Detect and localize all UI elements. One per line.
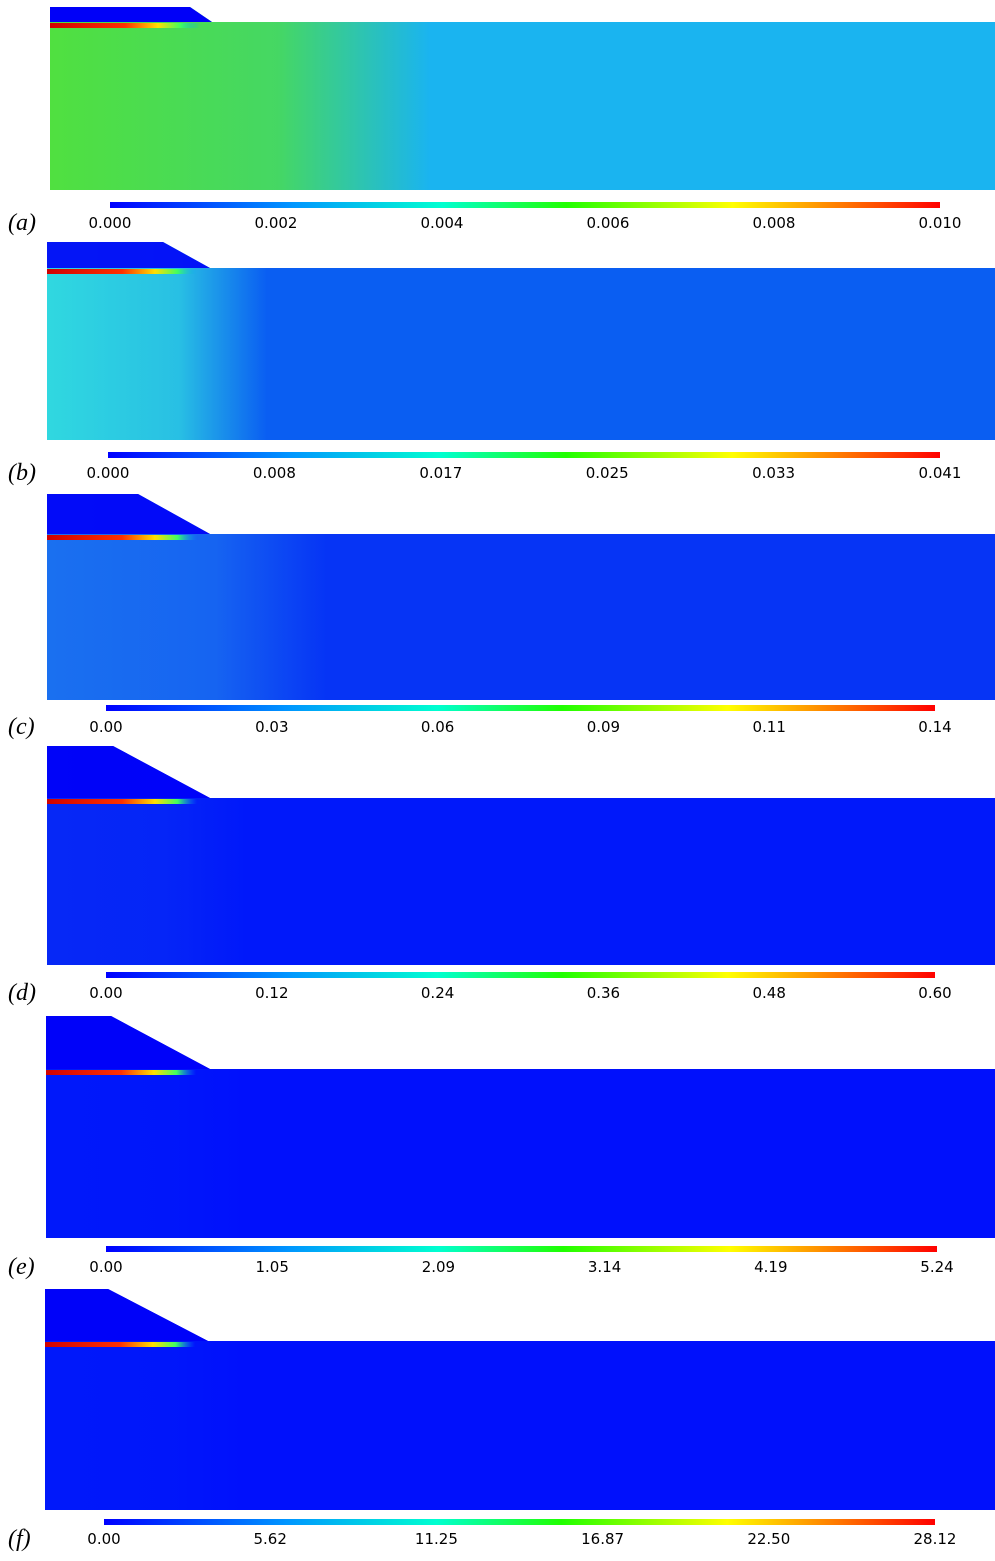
colorbar-tick-label: 3.14: [588, 1258, 621, 1276]
colorbar: [106, 705, 935, 711]
colorbar-tick-label: 0.041: [919, 464, 962, 482]
field-tint: [47, 242, 267, 440]
jet-streak: [47, 269, 197, 274]
field: [45, 1289, 995, 1510]
field: [46, 1016, 995, 1238]
panel-label: (b): [8, 460, 36, 486]
panel: 0.00 5.62 11.25 16.87 22.50 28.12 (f): [8, 1289, 995, 1552]
field: [47, 746, 995, 965]
colorbar: [106, 972, 935, 978]
colorbar-tick-label: 5.62: [253, 1530, 286, 1548]
colorbar-tick-label: 0.017: [419, 464, 462, 482]
colorbar-tick-label: 0.008: [753, 214, 796, 232]
colorbar-tick-label: 4.19: [754, 1258, 787, 1276]
colorbar-tick-label: 0.36: [587, 984, 620, 1002]
colorbar-tick-label: 11.25: [415, 1530, 458, 1548]
jet-streak: [50, 23, 200, 28]
colorbar-tick-label: 0.002: [255, 214, 298, 232]
colorbar-tick-label: 0.000: [89, 214, 132, 232]
colorbar-tick-label: 0.12: [255, 984, 288, 1002]
panel: 0.000 0.002 0.004 0.006 0.008 0.010 (a): [8, 7, 995, 236]
inlet: [45, 1289, 208, 1341]
colorbar: [110, 202, 940, 208]
colorbar-tick-label: 0.00: [89, 718, 122, 736]
jet-streak: [45, 1342, 195, 1347]
field: [47, 242, 995, 440]
inlet: [50, 7, 212, 22]
colorbar-tick-label: 0.09: [587, 718, 620, 736]
colorbar-tick-label: 2.09: [422, 1258, 455, 1276]
panel: 0.00 1.05 2.09 3.14 4.19 5.24 (e): [8, 1016, 995, 1280]
jet-streak: [47, 535, 197, 540]
colorbar-tick-label: 0.010: [919, 214, 962, 232]
panel-label: (f): [8, 1526, 31, 1552]
inlet: [46, 1016, 210, 1069]
colorbar-tick-label: 16.87: [581, 1530, 624, 1548]
panel-label: (e): [8, 1254, 35, 1280]
colorbar-tick-label: 0.06: [421, 718, 454, 736]
colorbar-tick-label: 0.00: [87, 1530, 120, 1548]
colorbar-tick-label: 1.05: [255, 1258, 288, 1276]
colorbar-tick-label: 0.14: [918, 718, 951, 736]
colorbar-tick-label: 0.004: [421, 214, 464, 232]
inlet: [47, 242, 210, 268]
field-tint: [50, 7, 430, 190]
field-tint: [47, 494, 327, 700]
colorbar-tick-label: 0.03: [255, 718, 288, 736]
colorbar-tick-label: 0.00: [89, 984, 122, 1002]
colorbar-tick-label: 0.11: [752, 718, 785, 736]
inlet: [47, 746, 210, 798]
panel-label: (c): [8, 714, 35, 740]
panel: 0.00 0.12 0.24 0.36 0.48 0.60 (d): [8, 746, 995, 1006]
colorbar-tick-label: 0.008: [253, 464, 296, 482]
colorbar-tick-label: 22.50: [747, 1530, 790, 1548]
colorbar-tick-label: 28.12: [914, 1530, 957, 1548]
colorbar-tick-label: 5.24: [920, 1258, 953, 1276]
colorbar: [108, 452, 940, 458]
colorbar-tick-label: 0.24: [421, 984, 454, 1002]
colorbar: [106, 1246, 937, 1252]
panel-label: (d): [8, 980, 36, 1006]
colorbar-tick-label: 0.60: [918, 984, 951, 1002]
colorbar-tick-label: 0.033: [752, 464, 795, 482]
inlet: [47, 494, 210, 534]
colorbar-tick-label: 0.006: [587, 214, 630, 232]
colorbar-tick-label: 0.000: [87, 464, 130, 482]
colorbar-tick-label: 0.00: [89, 1258, 122, 1276]
jet-streak: [46, 1070, 196, 1075]
jet-streak: [47, 799, 197, 804]
colorbar-tick-label: 0.48: [752, 984, 785, 1002]
panel: 0.00 0.03 0.06 0.09 0.11 0.14 (c): [8, 494, 995, 740]
panel-label: (a): [8, 210, 36, 236]
colorbar: [104, 1519, 935, 1525]
colorbar-tick-label: 0.025: [586, 464, 629, 482]
panel: 0.000 0.008 0.017 0.025 0.033 0.041 (b): [8, 242, 995, 486]
